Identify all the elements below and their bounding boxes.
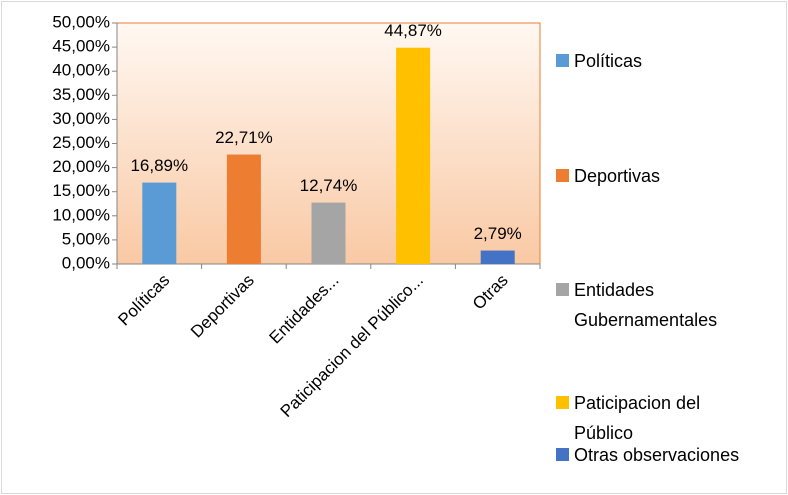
data-label: 12,74% [300,176,358,195]
legend-swatch [556,283,569,296]
legend-entry: Paticipacion del Público [556,388,756,448]
legend-label: Deportivas [574,166,661,186]
bar [396,47,431,265]
y-tick-label: 50,00% [52,12,110,31]
legend-label: Paticipacion del Público [574,393,701,443]
data-label: 22,71% [215,128,273,147]
legend-entry: Entidades Gubernamentales [556,275,756,335]
bar [142,182,177,264]
data-label: 44,87% [384,21,442,40]
y-tick-label: 20,00% [52,157,110,176]
data-label: 2,79% [474,224,522,243]
legend-label: Políticas [574,51,643,71]
legend-swatch [556,169,569,182]
y-tick-label: 35,00% [52,85,110,104]
y-tick-label: 5,00% [62,229,110,248]
legend-entry: Políticas [556,46,756,76]
y-tick-label: 15,00% [52,181,110,200]
y-tick-label: 0,00% [62,253,110,272]
legend-swatch [556,448,569,461]
y-tick-label: 10,00% [52,205,110,224]
legend-swatch [556,396,569,409]
bar [480,250,515,264]
bar [311,202,346,264]
legend-label: Entidades Gubernamentales [574,280,718,330]
legend-swatch [556,54,569,67]
data-label: 16,89% [130,156,188,175]
y-tick-label: 45,00% [52,37,110,56]
y-tick-label: 40,00% [52,61,110,80]
legend-entry: Deportivas [556,161,756,191]
y-tick-label: 30,00% [52,109,110,128]
y-tick-label: 25,00% [52,133,110,152]
legend-entry: Otras observaciones [556,440,756,470]
bar [226,154,261,264]
legend-label: Otras observaciones [574,445,740,465]
